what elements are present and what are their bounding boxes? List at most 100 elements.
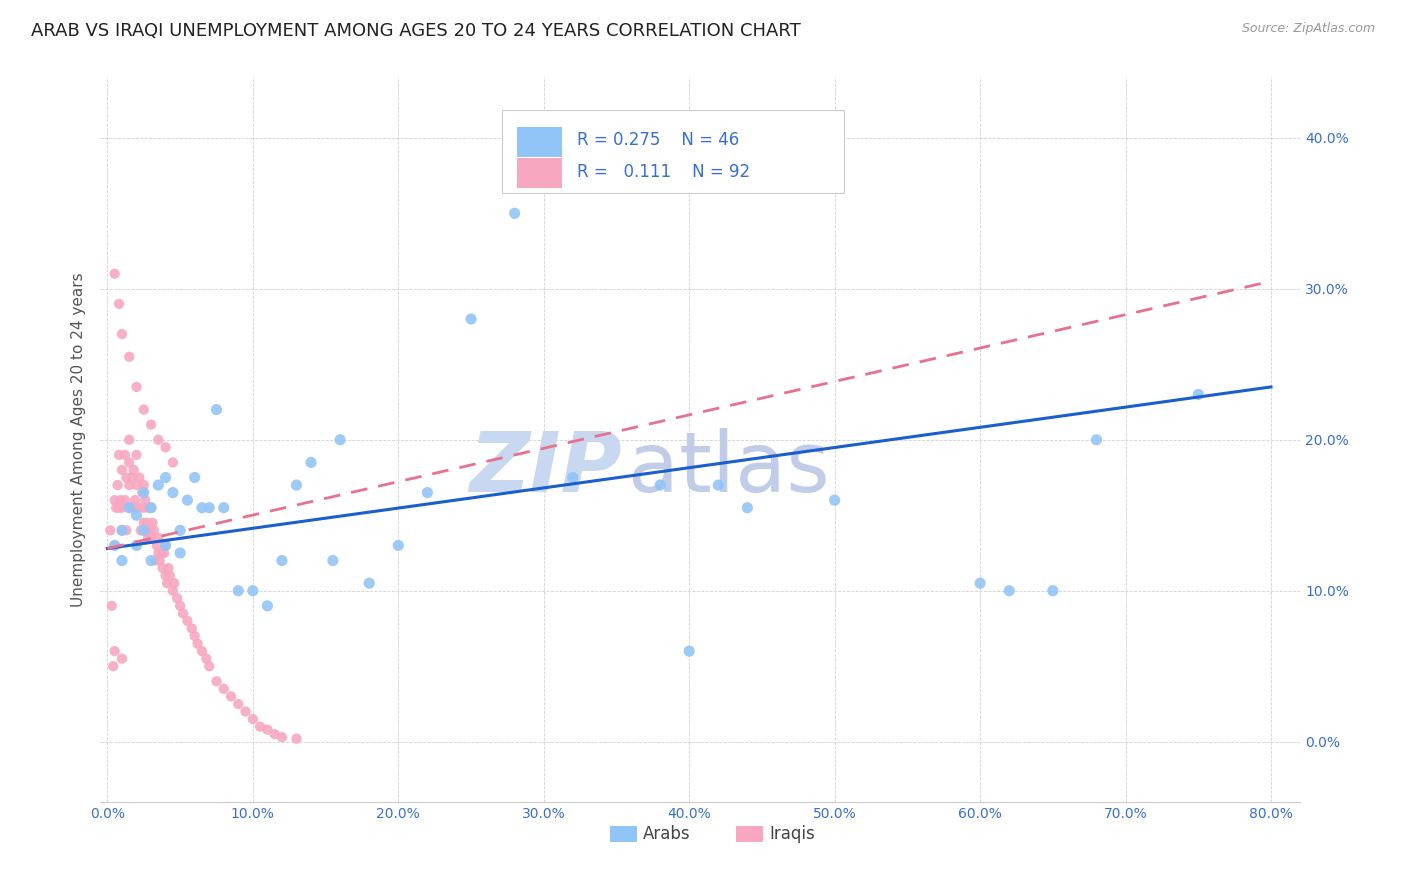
Point: [1187, 387, 1209, 401]
Point: [191, 500, 214, 515]
Point: [198, 500, 221, 515]
Point: [132, 516, 155, 530]
Point: [707, 478, 730, 492]
Point: [132, 402, 155, 417]
Point: [104, 493, 127, 508]
Point: [145, 553, 167, 567]
Point: [121, 470, 143, 484]
Point: [135, 516, 157, 530]
Point: [162, 583, 184, 598]
Text: ARAB VS IRAQI UNEMPLOYMENT AMONG AGES 20 TO 24 YEARS CORRELATION CHART: ARAB VS IRAQI UNEMPLOYMENT AMONG AGES 20…: [31, 22, 800, 40]
Point: [132, 478, 155, 492]
Point: [198, 659, 221, 673]
Point: [148, 531, 170, 545]
Point: [125, 380, 148, 394]
Point: [103, 659, 125, 673]
Point: [249, 720, 271, 734]
Point: [104, 538, 127, 552]
Point: [146, 538, 169, 552]
Bar: [516, 158, 562, 188]
Point: [118, 500, 141, 515]
Point: [155, 538, 177, 552]
Text: atlas: atlas: [628, 428, 830, 509]
Point: [460, 312, 482, 326]
Point: [998, 583, 1021, 598]
Point: [416, 485, 439, 500]
Y-axis label: Unemployment Among Ages 20 to 24 years: Unemployment Among Ages 20 to 24 years: [72, 272, 86, 607]
Point: [136, 500, 159, 515]
Point: [98, 524, 121, 538]
Point: [104, 538, 127, 552]
Point: [148, 478, 170, 492]
Point: [115, 524, 138, 538]
Point: [155, 538, 177, 552]
Point: [212, 500, 235, 515]
Point: [141, 516, 163, 530]
Point: [125, 478, 148, 492]
Point: [648, 478, 671, 492]
Point: [329, 433, 352, 447]
Point: [155, 568, 177, 582]
Point: [111, 651, 134, 665]
Point: [118, 455, 141, 469]
Point: [122, 500, 145, 515]
Point: [191, 644, 214, 658]
Point: [152, 561, 174, 575]
Point: [299, 455, 322, 469]
Point: [183, 470, 205, 484]
Point: [110, 493, 132, 508]
Text: Iraqis: Iraqis: [769, 825, 815, 843]
Point: [219, 690, 242, 704]
Point: [212, 681, 235, 696]
Point: [387, 538, 409, 552]
Point: [155, 470, 177, 484]
Point: [256, 599, 278, 613]
Point: [226, 697, 249, 711]
Point: [157, 561, 180, 575]
Point: [205, 402, 228, 417]
Point: [156, 576, 179, 591]
Point: [115, 470, 138, 484]
Point: [263, 727, 285, 741]
Point: [132, 500, 155, 515]
Point: [111, 500, 134, 515]
FancyBboxPatch shape: [502, 110, 844, 194]
Point: [125, 538, 148, 552]
Point: [561, 470, 583, 484]
Point: [139, 500, 162, 515]
Point: [271, 553, 294, 567]
Point: [104, 644, 127, 658]
Point: [159, 568, 181, 582]
Point: [169, 599, 191, 613]
Point: [114, 493, 136, 508]
Point: [124, 493, 146, 508]
Point: [107, 478, 129, 492]
Point: [163, 576, 186, 591]
Point: [169, 524, 191, 538]
Point: [100, 599, 122, 613]
Point: [108, 500, 131, 515]
Point: [118, 433, 141, 447]
Point: [139, 500, 162, 515]
Point: [111, 524, 134, 538]
Point: [359, 576, 381, 591]
Point: [118, 478, 141, 492]
Point: [155, 440, 177, 454]
Bar: [610, 826, 637, 842]
Point: [242, 712, 264, 726]
Point: [138, 524, 160, 538]
Point: [205, 674, 228, 689]
Point: [187, 637, 209, 651]
Point: [128, 500, 150, 515]
Point: [108, 297, 131, 311]
Point: [824, 493, 846, 508]
Text: R = 0.275    N = 46: R = 0.275 N = 46: [576, 131, 738, 150]
Point: [256, 723, 278, 737]
Point: [125, 448, 148, 462]
Point: [105, 500, 128, 515]
Point: [139, 553, 162, 567]
Point: [111, 463, 134, 477]
Text: Source: ZipAtlas.com: Source: ZipAtlas.com: [1241, 22, 1375, 36]
Point: [271, 730, 294, 744]
Point: [132, 485, 155, 500]
